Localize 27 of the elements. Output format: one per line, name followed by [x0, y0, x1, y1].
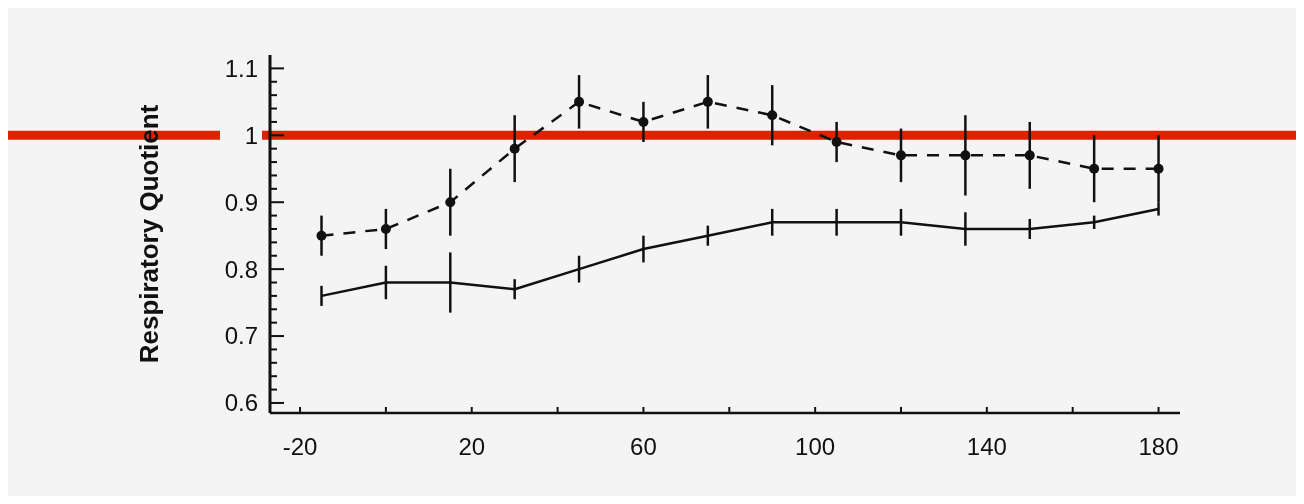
y-tick-label: 0.6	[224, 389, 258, 417]
x-tick-label: -20	[282, 433, 318, 460]
point	[1153, 163, 1164, 174]
point	[767, 110, 778, 121]
x-tick-label: 140	[966, 433, 1007, 460]
point	[831, 136, 842, 147]
point	[638, 116, 649, 127]
y-tick-label: 0.8	[224, 255, 258, 283]
point	[1089, 163, 1100, 174]
y-axis-title: Respiratory Quotient	[134, 104, 164, 364]
y-tick-label: 1	[244, 121, 258, 149]
point	[445, 197, 456, 208]
point	[1024, 150, 1035, 161]
x-tick-label: 100	[795, 433, 836, 460]
point	[574, 96, 585, 107]
point	[509, 143, 520, 154]
point	[895, 150, 906, 161]
point	[316, 230, 327, 241]
y-tick-label: 1.1	[224, 54, 258, 82]
x-tick-label: 180	[1138, 433, 1179, 460]
y-tick-label: 0.9	[224, 188, 258, 216]
x-tick-label: 20	[458, 433, 486, 460]
point	[960, 150, 971, 161]
y-tick-label: 0.7	[224, 322, 258, 350]
point	[380, 223, 391, 234]
x-tick-label: 60	[630, 433, 657, 460]
point	[702, 96, 713, 107]
